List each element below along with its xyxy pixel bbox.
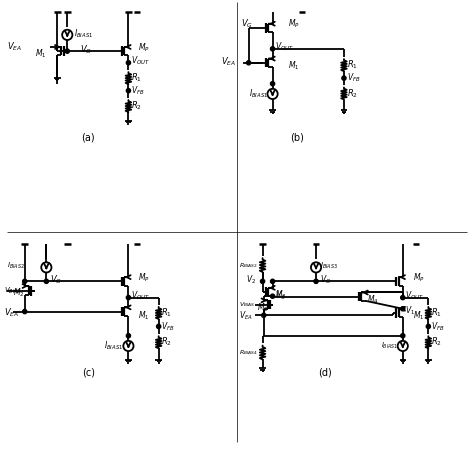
Text: (c): (c) <box>82 367 95 377</box>
Circle shape <box>23 310 27 314</box>
Text: $R_{BIAS2}$: $R_{BIAS2}$ <box>239 260 258 270</box>
Text: $I_{BIAS1}$: $I_{BIAS1}$ <box>104 340 124 352</box>
Circle shape <box>271 82 274 86</box>
Text: $V_{FB}$: $V_{FB}$ <box>431 320 445 332</box>
Circle shape <box>342 76 346 80</box>
Text: $V_{BIAS}$: $V_{BIAS}$ <box>4 286 22 296</box>
Text: $M_2$: $M_2$ <box>13 287 24 299</box>
Text: $M_P$: $M_P$ <box>138 272 150 284</box>
Circle shape <box>401 307 405 311</box>
Circle shape <box>271 279 274 283</box>
Text: $V_G$: $V_G$ <box>50 274 62 286</box>
Text: $V_{OUT}$: $V_{OUT}$ <box>275 40 294 53</box>
Circle shape <box>261 279 264 283</box>
Text: $R_1$: $R_1$ <box>347 59 358 71</box>
Circle shape <box>246 61 251 65</box>
Text: $V_1$: $V_1$ <box>405 305 415 317</box>
Text: (b): (b) <box>291 132 304 142</box>
Circle shape <box>401 296 405 300</box>
Text: $V_G$: $V_G$ <box>320 274 331 286</box>
Text: $V_G$: $V_G$ <box>241 18 253 30</box>
Text: (d): (d) <box>319 367 332 377</box>
Text: $V_G$: $V_G$ <box>80 44 92 56</box>
Circle shape <box>127 296 130 300</box>
Circle shape <box>426 325 430 328</box>
Text: $I_{BIAS2}$: $I_{BIAS2}$ <box>7 261 25 271</box>
Text: (a): (a) <box>82 132 95 142</box>
Text: $V_{EA}$: $V_{EA}$ <box>4 307 19 319</box>
Text: $V_{OUT}$: $V_{OUT}$ <box>405 289 424 301</box>
Text: $I_{BIAS1}$: $I_{BIAS1}$ <box>74 27 94 40</box>
Circle shape <box>127 334 130 338</box>
Text: $V_{OUT}$: $V_{OUT}$ <box>131 54 150 66</box>
Circle shape <box>44 279 48 283</box>
Text: $I_{BIAS3}$: $I_{BIAS3}$ <box>320 261 338 271</box>
Text: $R_1$: $R_1$ <box>431 307 442 319</box>
Text: $I_{BIAS1}$: $I_{BIAS1}$ <box>381 341 398 351</box>
Circle shape <box>314 279 318 283</box>
Text: $M_1$: $M_1$ <box>35 47 46 60</box>
Text: $M_4$: $M_4$ <box>367 294 379 306</box>
Text: $M_1$: $M_1$ <box>138 309 150 321</box>
Circle shape <box>262 313 266 318</box>
Text: $M_P$: $M_P$ <box>138 41 150 53</box>
Circle shape <box>271 294 274 299</box>
Text: $V_{OUT}$: $V_{OUT}$ <box>131 289 150 301</box>
Text: $R_1$: $R_1$ <box>162 307 173 319</box>
Circle shape <box>401 334 405 338</box>
Circle shape <box>65 49 69 53</box>
Circle shape <box>127 61 130 65</box>
Text: $M_1$: $M_1$ <box>413 310 424 322</box>
Circle shape <box>156 325 161 328</box>
Text: $M_3$: $M_3$ <box>275 289 287 301</box>
Text: $M_P$: $M_P$ <box>413 272 425 284</box>
Circle shape <box>127 88 130 93</box>
Circle shape <box>23 279 27 283</box>
Text: $V_{FB}$: $V_{FB}$ <box>162 320 175 332</box>
Text: $R_2$: $R_2$ <box>431 336 442 348</box>
Text: $V_{EA}$: $V_{EA}$ <box>221 55 236 67</box>
Text: $V_3$: $V_3$ <box>275 290 285 302</box>
Text: $R_2$: $R_2$ <box>162 336 173 348</box>
Text: $V_{EA}$: $V_{EA}$ <box>7 41 22 53</box>
Circle shape <box>271 47 274 51</box>
Text: $R_2$: $R_2$ <box>131 100 142 112</box>
Text: $M_1$: $M_1$ <box>288 60 300 72</box>
Text: $R_1$: $R_1$ <box>131 72 142 84</box>
Text: $V_{FB}$: $V_{FB}$ <box>131 85 145 97</box>
Text: $M_P$: $M_P$ <box>288 18 300 30</box>
Text: $V_{FB}$: $V_{FB}$ <box>347 72 360 84</box>
Text: $I_{BIAS1}$: $I_{BIAS1}$ <box>249 88 268 100</box>
Text: $R_{BIAS4}$: $R_{BIAS4}$ <box>239 348 258 357</box>
Text: $V_2$: $V_2$ <box>246 274 256 286</box>
Text: $R_2$: $R_2$ <box>347 87 358 100</box>
Text: $M_2$: $M_2$ <box>256 302 268 314</box>
Text: $V_{BIAS}$: $V_{BIAS}$ <box>239 300 255 309</box>
Text: $V_{EA}$: $V_{EA}$ <box>239 310 253 322</box>
